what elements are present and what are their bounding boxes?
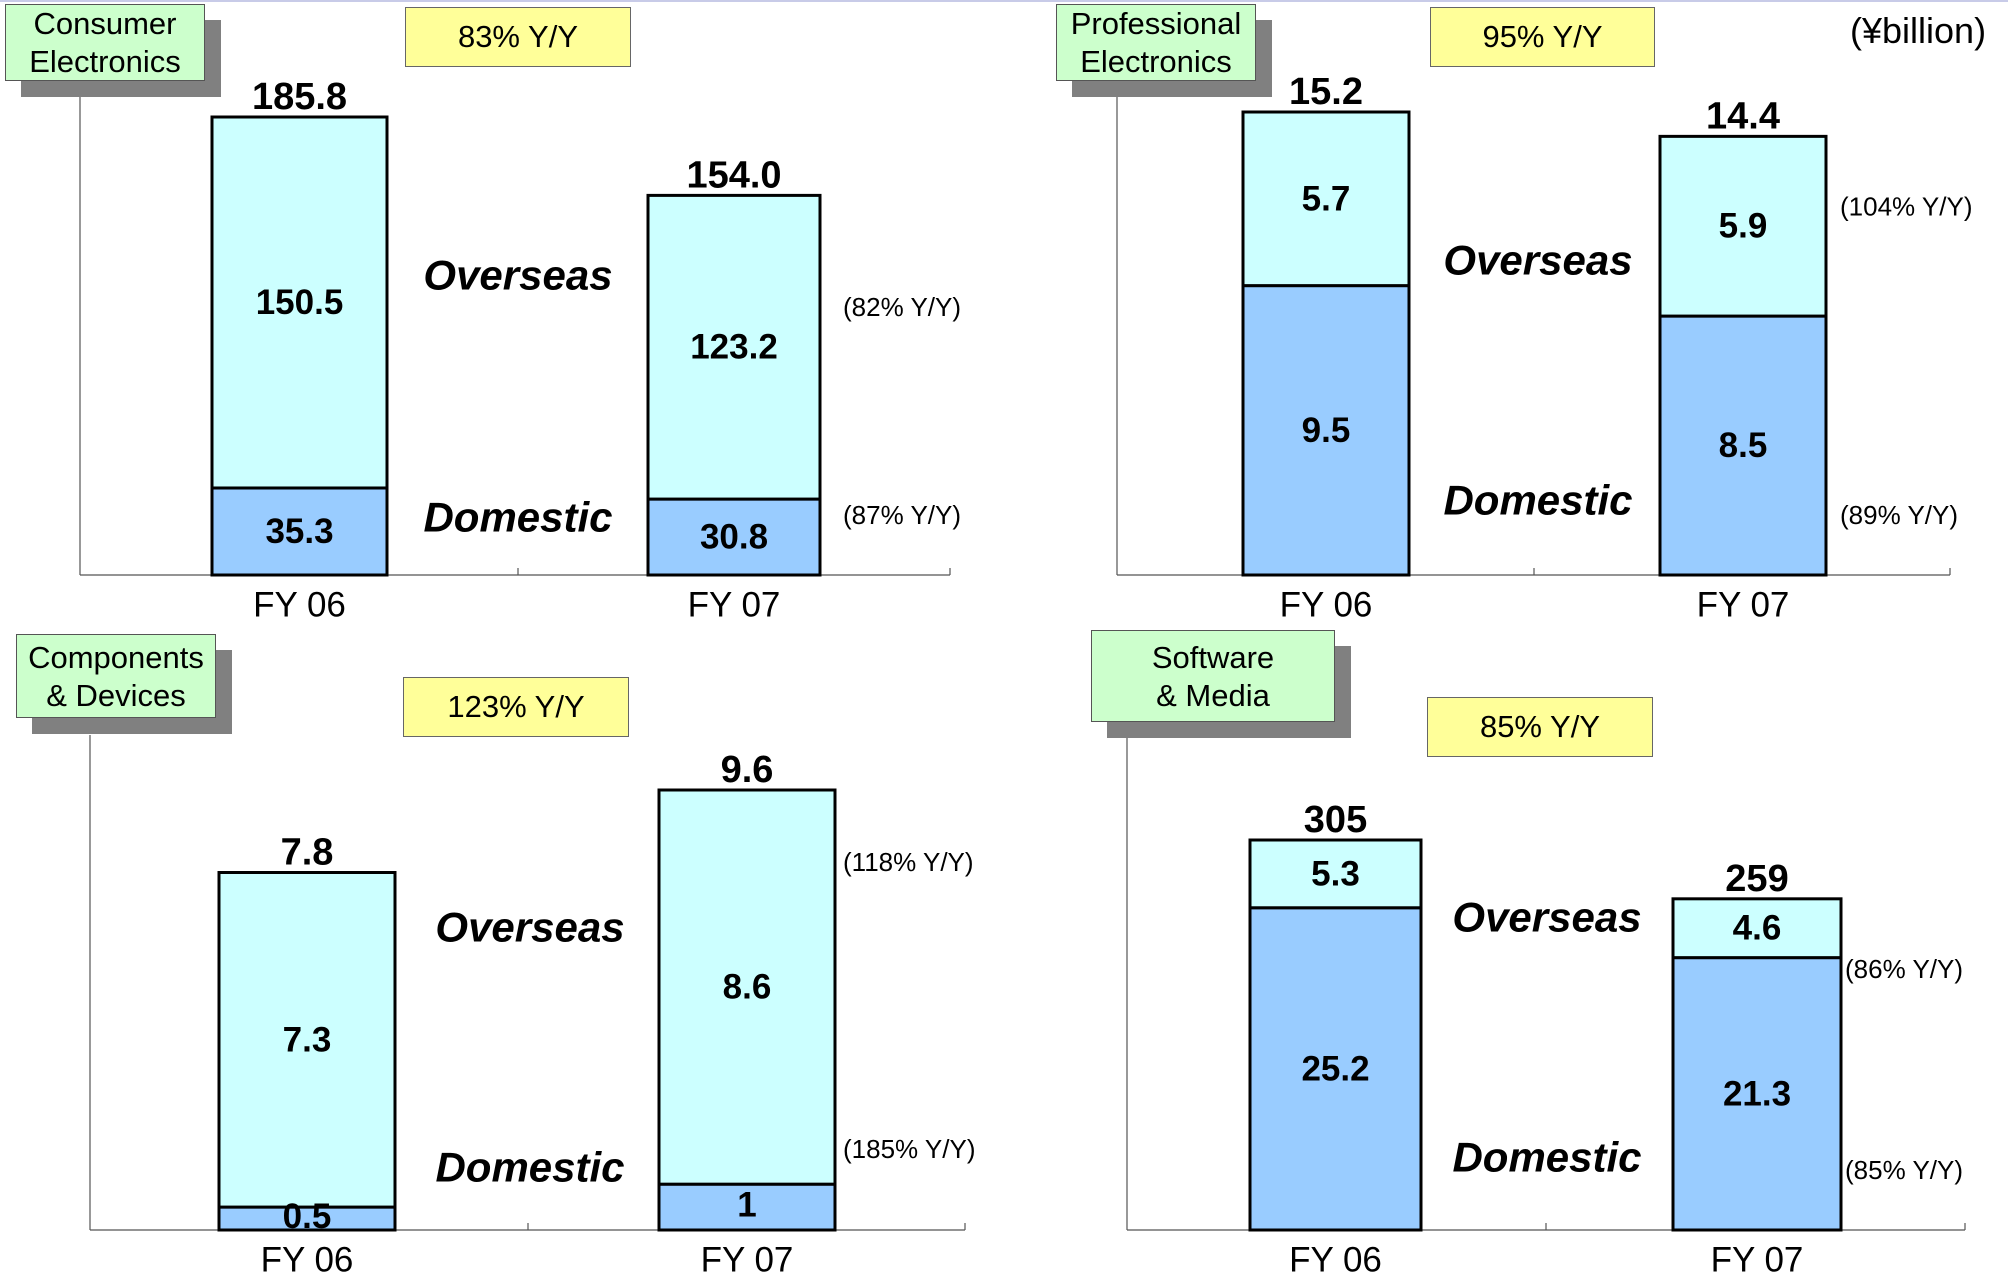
data-label-domestic: 1: [737, 1186, 756, 1225]
bar-overseas: [1671, 897, 1843, 960]
series-label-domestic: Domestic: [1443, 477, 1632, 524]
series-label-overseas: Overseas: [1452, 894, 1641, 941]
total-change-badge: 95% Y/Y: [1430, 7, 1655, 67]
data-label-overseas: 5.3: [1311, 854, 1360, 893]
segment-title-line-2: Electronics: [29, 44, 181, 79]
category-label: FY 06: [261, 1241, 354, 1274]
bar-domestic: [1248, 906, 1423, 1232]
data-label-domestic: 35.3: [265, 512, 333, 551]
segment-badge-professional-electronics: Professional Electronics: [1056, 4, 1256, 81]
data-label-overseas: 150.5: [256, 283, 344, 322]
category-label: FY 07: [701, 1241, 794, 1274]
series-label-domestic: Domestic: [435, 1144, 624, 1191]
change-label-domestic: (87% Y/Y): [843, 500, 961, 530]
total-change-badge: 85% Y/Y: [1427, 697, 1653, 757]
bar-domestic: [1241, 284, 1411, 577]
data-label-domestic: 30.8: [700, 518, 768, 557]
data-label-overseas: 5.7: [1302, 179, 1351, 218]
bar-domestic: [646, 497, 822, 577]
category-label: FY 06: [253, 586, 346, 625]
change-label-overseas: (118% Y/Y): [843, 847, 974, 877]
segment-title-line-1: Consumer: [33, 6, 177, 41]
category-label: FY 07: [1697, 586, 1790, 625]
total-label: 15.2: [1289, 71, 1363, 113]
segment-title-line-1: Components: [28, 640, 204, 675]
top-rule: [0, 0, 2008, 2]
category-label: FY 07: [688, 586, 781, 625]
total-label: 154.0: [686, 154, 781, 196]
bar-overseas: [210, 115, 389, 490]
bar-domestic: [1671, 956, 1843, 1232]
total-label: 305: [1304, 799, 1367, 841]
unit-label: (¥billion): [1850, 10, 1987, 51]
data-label-domestic: 9.5: [1302, 411, 1351, 450]
total-label: 259: [1725, 858, 1788, 900]
segment-badge-components-devices: Components & Devices: [16, 634, 216, 718]
change-label-domestic: (185% Y/Y): [843, 1134, 975, 1164]
data-label-overseas: 8.6: [723, 968, 772, 1007]
data-label-domestic: 0.5: [283, 1197, 332, 1236]
bar-overseas: [646, 193, 822, 501]
category-label: FY 06: [1289, 1241, 1382, 1274]
series-label-domestic: Domestic: [423, 494, 612, 541]
series-label-domestic: Domestic: [1452, 1134, 1641, 1181]
bar-overseas: [1658, 134, 1828, 318]
bar-overseas: [1248, 838, 1423, 910]
series-label-overseas: Overseas: [435, 904, 624, 951]
total-change-badge: 83% Y/Y: [405, 7, 631, 67]
total-label: 185.8: [252, 76, 347, 118]
total-change-badge: 123% Y/Y: [403, 677, 629, 737]
data-label-overseas: 7.3: [283, 1020, 332, 1059]
segment-title-line-1: Software: [1151, 640, 1275, 675]
category-label: FY 06: [1280, 586, 1373, 625]
change-label-domestic: (85% Y/Y): [1845, 1155, 1963, 1185]
total-label: 9.6: [721, 749, 774, 791]
change-label-overseas: (86% Y/Y): [1845, 954, 1963, 984]
data-label-overseas: 4.6: [1733, 909, 1782, 948]
bar-domestic: [210, 486, 389, 577]
segment-title-line-2: & Media: [1156, 678, 1270, 713]
segment-title-line-1: Professional: [1070, 6, 1242, 41]
bar-domestic: [1658, 314, 1828, 577]
segment-title-line-2: & Devices: [46, 678, 186, 713]
segment-badge-software-media: Software & Media: [1091, 630, 1335, 722]
bar-overseas: [657, 788, 837, 1186]
change-label-overseas: (104% Y/Y): [1840, 191, 1972, 221]
segment-badge-consumer-electronics: Consumer Electronics: [5, 4, 205, 81]
bar-overseas: [1241, 110, 1411, 288]
category-label: FY 07: [1711, 1241, 1804, 1274]
total-label: 14.4: [1706, 95, 1780, 137]
series-label-overseas: Overseas: [1443, 237, 1632, 284]
data-label-domestic: 25.2: [1301, 1049, 1369, 1088]
change-label-domestic: (89% Y/Y): [1840, 500, 1958, 530]
data-label-domestic: 8.5: [1719, 426, 1768, 465]
data-label-overseas: 5.9: [1719, 207, 1768, 246]
bar-overseas: [217, 871, 397, 1209]
segment-title-line-2: Electronics: [1080, 44, 1232, 79]
series-label-overseas: Overseas: [423, 252, 612, 299]
change-label-overseas: (82% Y/Y): [843, 292, 961, 322]
total-label: 7.8: [281, 832, 334, 874]
data-label-domestic: 21.3: [1723, 1074, 1791, 1113]
data-label-overseas: 123.2: [690, 328, 778, 367]
